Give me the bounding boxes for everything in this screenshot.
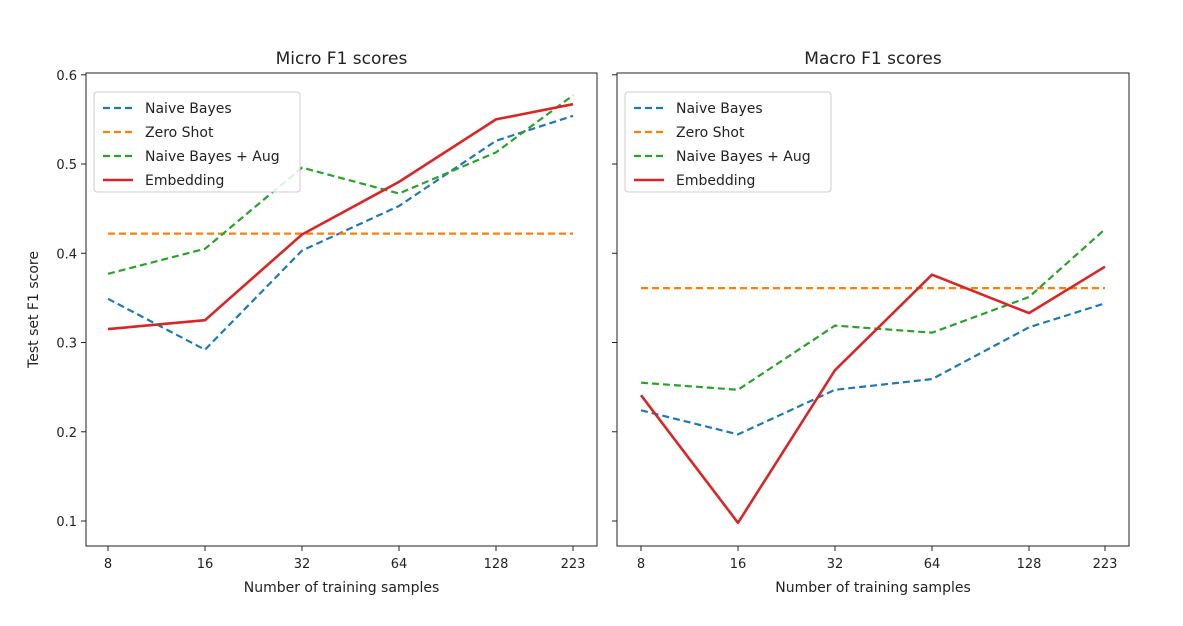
chart1-ytick-label: 0.3 <box>56 337 77 352</box>
chart1-ytick-label: 0.1 <box>56 515 77 530</box>
chart1-legend-label-naive-bayes: Naive Bayes <box>145 101 232 117</box>
chart2-xlabel: Number of training samples <box>775 580 971 596</box>
chart2-series-embedding <box>639 265 1106 525</box>
chart1-axes-frame <box>85 72 598 547</box>
chart1-xtick-label: 32 <box>294 557 311 572</box>
chart1-xlabel: Number of training samples <box>244 580 440 596</box>
chart2-xtick-label: 223 <box>1093 557 1118 572</box>
chart2-xtick-label: 16 <box>730 557 747 572</box>
chart1-xtick-label: 16 <box>197 557 214 572</box>
chart2-series-naive-bayes <box>640 302 1106 436</box>
chart1-legend-box <box>93 91 301 193</box>
chart1-xtick-label: 64 <box>391 557 408 572</box>
chart1-legend: Naive Bayes Zero Shot Naive Bayes + Aug Emb… <box>93 91 301 193</box>
chart1-legend-label-naive-bayes-aug: Naive Bayes + Aug <box>145 149 280 165</box>
chart1-ytick-label: 0.6 <box>56 69 77 84</box>
chart2-xtick-label: 32 <box>827 557 844 572</box>
chart2-xtick-label: 64 <box>924 557 941 572</box>
chart1-xtick-label: 223 <box>561 557 586 572</box>
chart2-xtick-label: 8 <box>637 557 645 572</box>
chart1-panel: Micro F1 scores 8 16 32 64 128 223 0.1 0.2 0.3 0.4… <box>26 49 598 596</box>
chart1-series-naive-bayes-aug <box>107 94 574 275</box>
chart1-series-embedding <box>107 102 574 331</box>
chart1-ylabel: Test set F1 score <box>26 251 42 369</box>
chart2-legend-label-zero-shot: Zero Shot <box>676 125 745 141</box>
chart2-legend-label-naive-bayes: Naive Bayes <box>676 101 763 117</box>
chart1-legend-label-embedding: Embedding <box>145 173 224 189</box>
chart2-panel: Macro F1 scores 8 16 32 64 128 223 Number of tr… <box>612 49 1130 596</box>
chart1-ytick-label: 0.2 <box>56 426 77 441</box>
chart2-series-naive-bayes-aug <box>640 228 1106 391</box>
chart2-legend-box <box>624 91 832 193</box>
chart1-ytick-label: 0.5 <box>56 158 77 173</box>
chart1-xtick-label: 128 <box>484 557 509 572</box>
chart1-title: Micro F1 scores <box>276 49 408 69</box>
chart2-legend: Naive Bayes Zero Shot Naive Bayes + Aug Emb… <box>624 91 832 193</box>
chart2-legend-label-naive-bayes-aug: Naive Bayes + Aug <box>676 149 811 165</box>
chart1-series-naive-bayes <box>107 114 574 351</box>
chart2-axes-frame <box>616 72 1130 547</box>
chart2-title: Macro F1 scores <box>804 49 942 69</box>
chart1-ytick-label: 0.4 <box>56 247 77 262</box>
chart1-legend-label-zero-shot: Zero Shot <box>145 125 214 141</box>
chart2-legend-label-embedding: Embedding <box>676 173 755 189</box>
chart2-xtick-label: 128 <box>1017 557 1042 572</box>
chart1-xtick-label: 8 <box>104 557 112 572</box>
